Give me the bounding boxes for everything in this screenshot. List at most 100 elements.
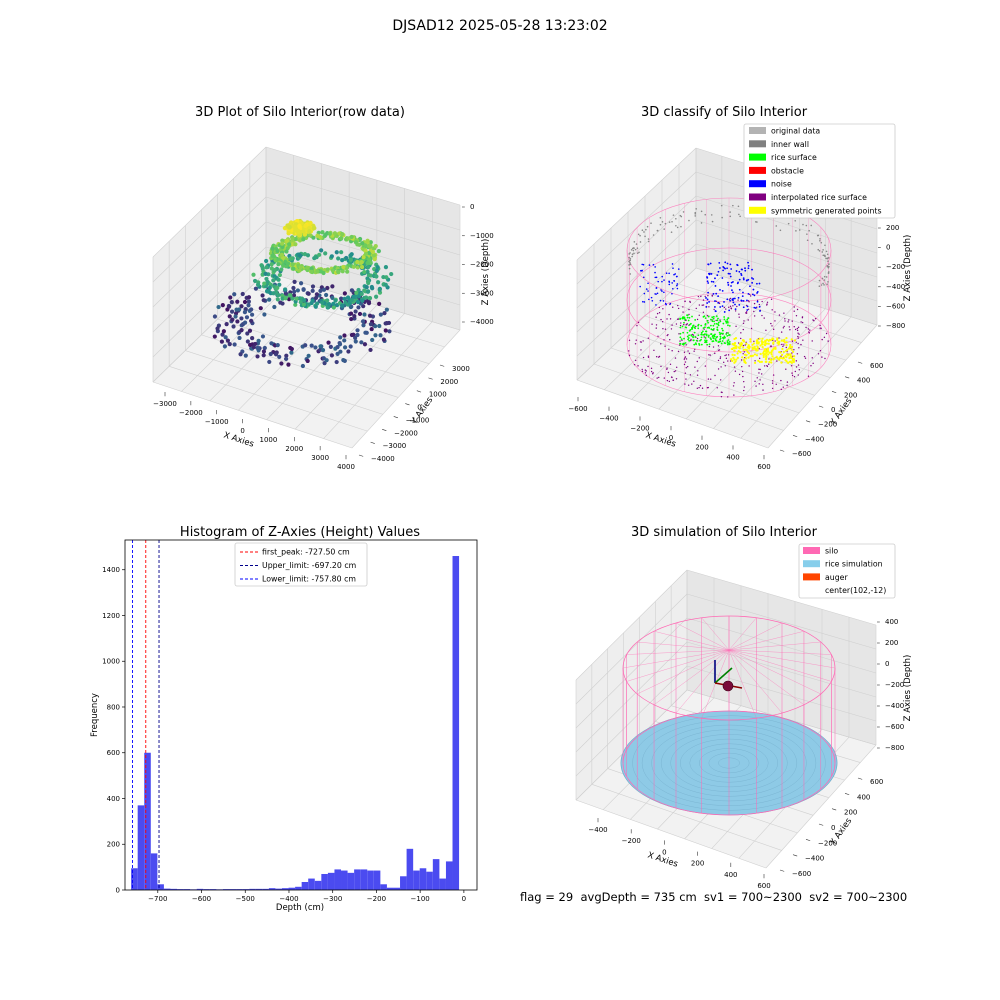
tick-label: 200 (844, 391, 857, 399)
data-point (628, 267, 631, 270)
data-point (374, 274, 379, 279)
data-point (269, 262, 274, 267)
histogram-bar (413, 870, 420, 890)
data-point (767, 342, 770, 345)
data-point (636, 247, 639, 249)
data-point (345, 269, 350, 274)
gridline (575, 617, 688, 729)
data-point (638, 251, 640, 254)
gridline (593, 363, 784, 431)
data-point (795, 360, 798, 362)
data-point (365, 238, 370, 243)
data-point (742, 345, 745, 349)
data-point (743, 351, 746, 353)
data-point (721, 329, 724, 332)
data-point (790, 345, 794, 349)
data-point (761, 343, 764, 346)
histogram-bar (255, 888, 263, 890)
data-point (827, 271, 830, 273)
data-point (253, 286, 259, 291)
data-point (331, 305, 336, 310)
data-point (782, 350, 785, 353)
data-point (780, 388, 782, 391)
data-point (716, 274, 719, 277)
data-point (777, 340, 780, 343)
data-point (823, 275, 826, 278)
y-axis-label: Y Axies (828, 816, 855, 848)
data-point (797, 364, 800, 366)
data-point (719, 320, 722, 323)
data-point (725, 321, 728, 323)
data-point (669, 302, 672, 305)
data-point (765, 356, 768, 359)
gridline (695, 267, 878, 326)
data-point (633, 363, 636, 366)
gridline (686, 641, 877, 698)
histogram-bar (341, 870, 348, 890)
data-point (334, 250, 339, 255)
gridline (185, 350, 383, 415)
data-point (705, 306, 708, 308)
data-point (714, 374, 716, 377)
data-point (693, 343, 696, 346)
tick-label: 0 (669, 434, 673, 442)
data-point (747, 344, 750, 347)
data-point (368, 240, 373, 245)
data-point (719, 379, 722, 381)
data-point (264, 265, 269, 270)
data-point (719, 337, 722, 340)
data-point (760, 360, 763, 363)
data-point (709, 262, 712, 265)
data-point (389, 271, 394, 277)
histogram-bar (360, 869, 368, 890)
data-point (672, 306, 674, 308)
data-point (284, 353, 289, 358)
tick-mark (779, 869, 785, 872)
silo-roof-rib (653, 631, 730, 651)
data-point (738, 213, 740, 216)
data-point (704, 365, 707, 367)
data-point (340, 303, 345, 308)
data-point (720, 342, 723, 345)
histogram-bar (347, 872, 355, 890)
data-point (737, 205, 740, 208)
data-point (342, 338, 347, 343)
data-point (656, 377, 658, 379)
data-point (706, 280, 709, 283)
legend-label: auger (825, 573, 848, 582)
data-point (733, 361, 736, 364)
data-point (212, 314, 218, 319)
data-point (335, 351, 340, 356)
data-point (374, 268, 379, 274)
data-point (725, 333, 728, 335)
data-point (695, 208, 697, 210)
data-point (654, 276, 657, 279)
data-point (351, 294, 356, 299)
data-point (756, 338, 759, 342)
data-point (789, 353, 792, 356)
histogram-bar (308, 878, 315, 890)
data-point (262, 312, 267, 317)
data-point (275, 297, 280, 302)
data-point (769, 345, 772, 347)
data-point (674, 357, 677, 359)
gridline (152, 221, 267, 333)
data-point (283, 287, 288, 292)
data-point (791, 374, 794, 377)
data-point (669, 363, 672, 365)
data-point (330, 268, 335, 273)
data-point (361, 255, 366, 260)
y-tick-label: 200 (107, 841, 120, 849)
tick-label: −4000 (371, 455, 395, 463)
data-point (275, 285, 280, 290)
data-point (707, 294, 709, 297)
data-point (301, 287, 306, 292)
data-point (367, 313, 373, 318)
data-point (686, 323, 688, 325)
data-point (255, 354, 260, 359)
silo-roof-rib (626, 649, 730, 682)
data-point (727, 324, 729, 327)
data-point (758, 337, 761, 340)
data-point (742, 348, 745, 352)
data-point (383, 265, 389, 270)
